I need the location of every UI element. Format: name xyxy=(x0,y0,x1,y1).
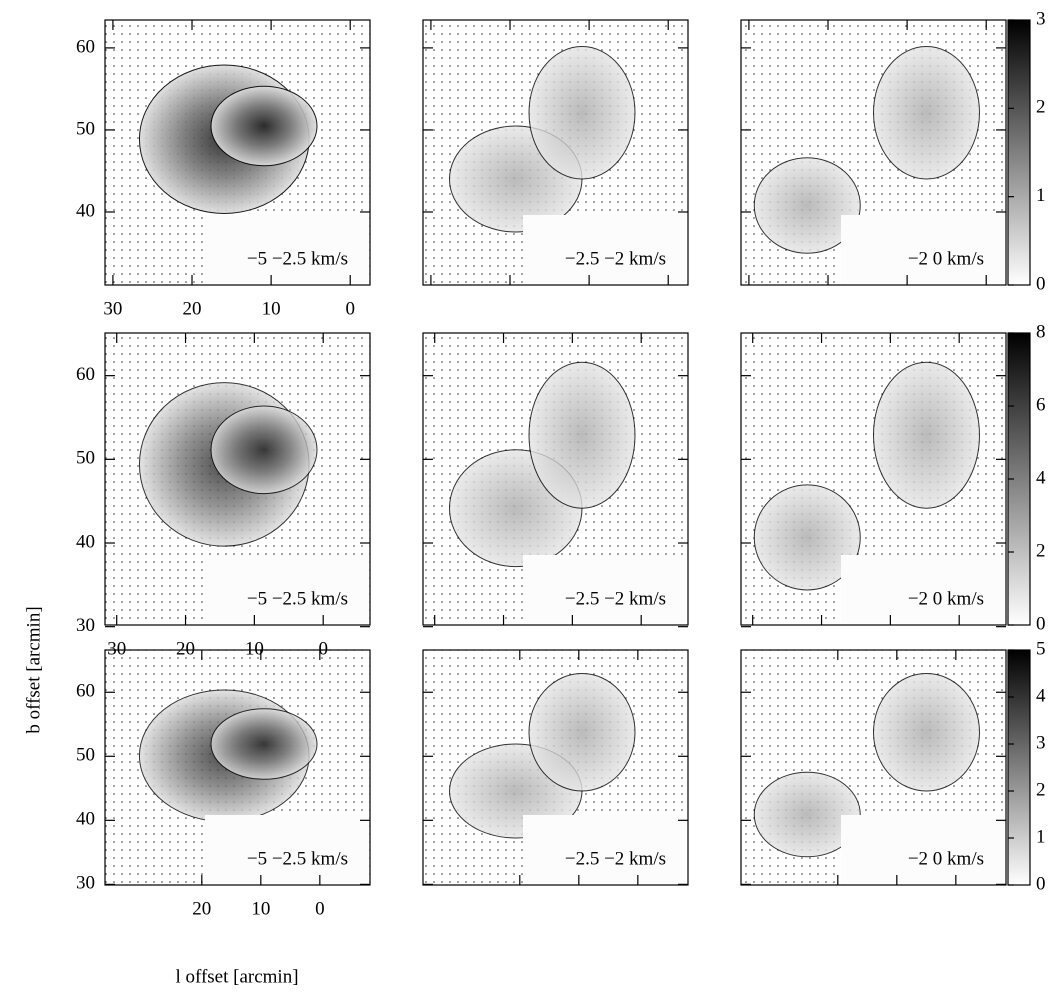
y-tick-label: 40 xyxy=(76,200,95,221)
velocity-label: −2 0 km/s xyxy=(908,848,984,869)
colorbar-tick-label: 0 xyxy=(1036,613,1046,634)
velocity-label: −5 −2.5 km/s xyxy=(247,248,348,269)
x-axis-label: l offset [arcmin] xyxy=(175,966,298,987)
y-tick-label: 60 xyxy=(76,364,95,385)
colorbar xyxy=(1007,649,1031,886)
y-tick-label: 30 xyxy=(76,873,95,894)
x-tick-label: 10 xyxy=(251,898,270,919)
label-box xyxy=(841,815,1004,883)
x-tick-label: 20 xyxy=(183,298,202,319)
y-tick-label: 60 xyxy=(76,681,95,702)
panel: −2 0 km/s xyxy=(740,649,1007,886)
panel: −2.5 −2 km/s xyxy=(422,19,689,286)
label-box xyxy=(523,555,686,623)
emission-region xyxy=(753,771,861,858)
y-tick-label: 40 xyxy=(76,531,95,552)
emission-region xyxy=(210,405,318,495)
colorbar-tick-label: 4 xyxy=(1036,685,1046,706)
panel-frame xyxy=(104,19,371,286)
velocity-label: −5 −2.5 km/s xyxy=(247,848,348,869)
colorbar-tick-label: 2 xyxy=(1036,540,1046,561)
emission-region xyxy=(528,361,636,509)
velocity-label: −5 −2.5 km/s xyxy=(247,588,348,609)
emission-region xyxy=(753,157,861,254)
colorbar-tick-label: 1 xyxy=(1036,826,1046,847)
x-tick-label: 10 xyxy=(262,298,281,319)
panel-frame xyxy=(740,19,1007,286)
y-tick-label: 50 xyxy=(76,448,95,469)
panel-frame xyxy=(422,649,689,886)
colorbar xyxy=(1007,19,1031,286)
panel: −2.5 −2 km/s xyxy=(422,649,689,886)
velocity-label: −2 0 km/s xyxy=(908,588,984,609)
colorbar-tick-label: 0 xyxy=(1036,273,1046,294)
panel-frame xyxy=(104,649,371,886)
x-tick-label: 0 xyxy=(315,898,325,919)
emission-region xyxy=(528,46,636,180)
colorbar-tick-label: 5 xyxy=(1036,638,1046,659)
velocity-label: −2.5 −2 km/s xyxy=(565,248,666,269)
colorbar-tick-label: 1 xyxy=(1036,185,1046,206)
label-box xyxy=(841,555,1004,623)
emission-region xyxy=(210,708,318,780)
panel: −5 −2.5 km/s 20 10 0 30 40 50 60 xyxy=(76,649,371,919)
panel-frame xyxy=(422,19,689,286)
panel: −5 −2.5 km/s 30 20 10 0 40 50 60 xyxy=(76,19,371,319)
emission-region xyxy=(873,673,980,792)
y-tick-label: 60 xyxy=(76,36,95,57)
x-tick-label: 0 xyxy=(345,298,355,319)
colorbar-tick-label: 3 xyxy=(1036,8,1046,29)
x-tick-label: 0 xyxy=(318,638,328,659)
y-tick-label: 50 xyxy=(76,118,95,139)
panel-frame xyxy=(740,649,1007,886)
emission-region xyxy=(210,85,318,167)
emission-region xyxy=(753,484,861,591)
colorbar-tick-label: 3 xyxy=(1036,732,1046,753)
label-box xyxy=(205,215,368,283)
emission-region xyxy=(873,46,980,180)
x-tick-label: 30 xyxy=(103,298,122,319)
label-box xyxy=(523,815,686,883)
panel: −2 0 km/s xyxy=(740,332,1007,628)
panel-frame xyxy=(740,332,1007,626)
panel-frame xyxy=(104,332,371,626)
label-box xyxy=(841,215,1004,283)
colorbar-tick-label: 4 xyxy=(1036,467,1046,488)
colorbar-tick-label: 8 xyxy=(1036,321,1046,342)
y-tick-label: 50 xyxy=(76,745,95,766)
panel-frame xyxy=(422,332,689,626)
y-axis-label: b offset [arcmin] xyxy=(23,606,44,733)
label-box xyxy=(205,555,368,623)
y-tick-label: 30 xyxy=(76,615,95,636)
colorbar-tick-label: 2 xyxy=(1036,779,1046,800)
panel: −2.5 −2 km/s xyxy=(422,332,689,628)
y-tick-label: 40 xyxy=(76,809,95,830)
velocity-label: −2.5 −2 km/s xyxy=(565,848,666,869)
colorbar-tick-label: 0 xyxy=(1036,873,1046,894)
colorbar-tick-label: 6 xyxy=(1036,394,1046,415)
velocity-label: −2 0 km/s xyxy=(908,248,984,269)
x-tick-label: 20 xyxy=(192,898,211,919)
emission-region xyxy=(873,361,980,509)
label-box xyxy=(523,215,686,283)
panel: −2 0 km/s xyxy=(740,19,1007,286)
velocity-label: −2.5 −2 km/s xyxy=(565,588,666,609)
emission-region xyxy=(528,673,636,792)
colorbar-tick-label: 2 xyxy=(1036,97,1046,118)
label-box xyxy=(205,815,368,883)
